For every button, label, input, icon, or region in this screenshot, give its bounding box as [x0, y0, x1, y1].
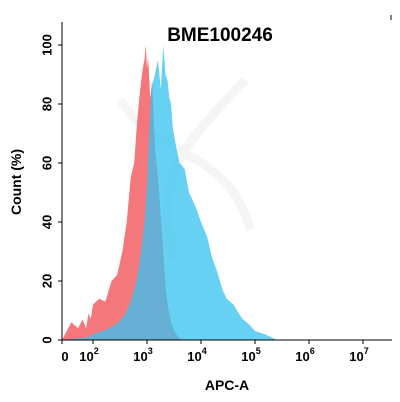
y-tick-label: 80	[39, 97, 54, 111]
x-tick-label: 106	[295, 346, 314, 364]
y-tick-label: 20	[39, 274, 54, 288]
x-tick-exponent: 6	[310, 346, 315, 356]
x-tick-base: 10	[241, 349, 255, 364]
watermark-helix-left	[116, 97, 255, 232]
x-tick-label: 103	[133, 346, 152, 364]
x-tick-exponent: 7	[364, 346, 369, 356]
x-tick-base: 0	[61, 349, 68, 364]
x-axis-label: APC-A	[205, 377, 249, 393]
y-tick-label: 40	[39, 215, 54, 229]
y-tick-label: 60	[39, 156, 54, 170]
x-tick-base: 10	[79, 349, 93, 364]
y-tick-label: 0	[39, 336, 54, 343]
x-tick-label: 104	[187, 346, 206, 364]
x-ticks: 0102103104105106107108	[61, 340, 369, 364]
x-tick-label: 107	[349, 346, 368, 364]
x-tick-label: 102	[79, 346, 98, 364]
x-tick-label: 0	[61, 349, 68, 364]
histogram-series-2	[62, 45, 277, 340]
x-tick-label: 105	[241, 346, 260, 364]
y-axis-label: Count (%)	[8, 149, 24, 215]
x-tick-exponent: 3	[148, 346, 153, 356]
x-tick-base: 10	[295, 349, 309, 364]
y-tick-label: 100	[39, 34, 54, 56]
y-ticks: 0 20 40 60 80 100	[39, 34, 62, 344]
x-tick-exponent: 4	[202, 346, 207, 356]
x-tick-base: 10	[133, 349, 147, 364]
x-tick-base: 10	[187, 349, 201, 364]
x-tick-base: 10	[349, 349, 363, 364]
x-tick-exponent: 5	[256, 346, 261, 356]
x-tick-exponent: 2	[94, 346, 99, 356]
plot-area	[62, 45, 277, 340]
chart-title: BME100246	[167, 25, 273, 46]
